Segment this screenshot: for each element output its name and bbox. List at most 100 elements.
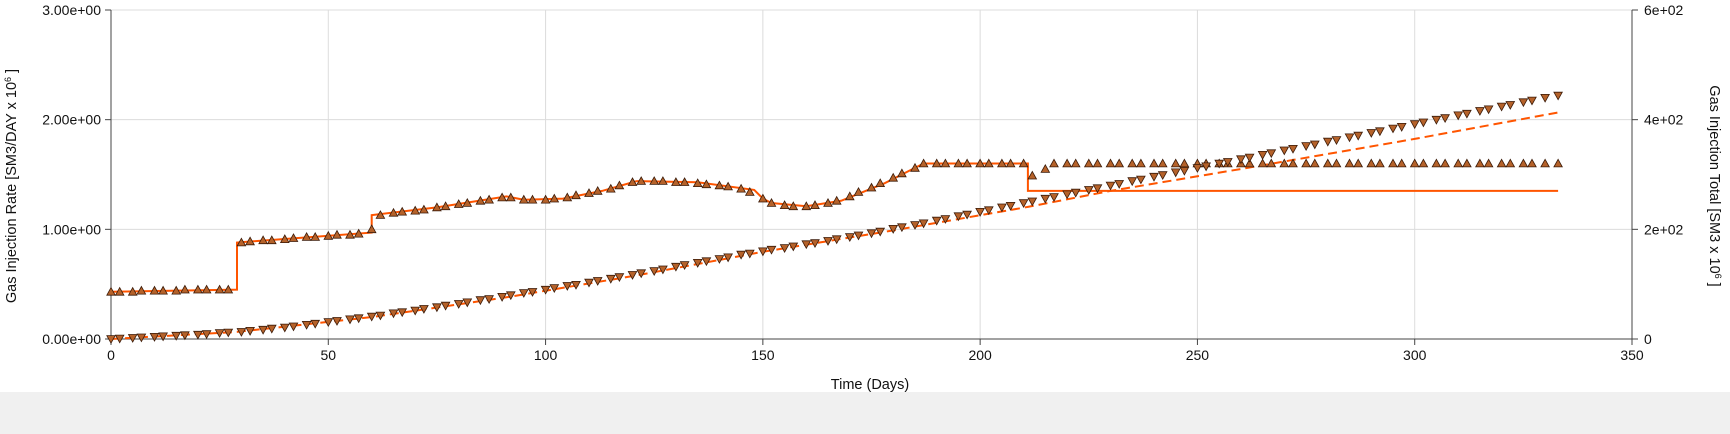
marker-rate_obs: [671, 177, 681, 186]
marker-rate_obs: [658, 176, 668, 185]
marker-rate_obs: [279, 234, 290, 244]
marker-total_obs: [875, 227, 886, 237]
marker-rate_obs: [1366, 158, 1377, 168]
status-bar: [0, 392, 1730, 434]
marker-total_obs: [1288, 144, 1298, 154]
marker-total_obs: [1266, 149, 1277, 159]
y-axis-left-title-end: ]: [4, 69, 20, 77]
marker-total_obs: [266, 324, 277, 334]
marker-total_obs: [475, 296, 486, 306]
marker-rate_obs: [266, 235, 277, 245]
marker-rate_obs: [453, 199, 464, 208]
marker-total_obs: [1440, 114, 1450, 124]
marker-rate_obs: [1431, 158, 1442, 168]
marker-total_obs: [1409, 120, 1420, 130]
marker-rate_obs: [605, 183, 616, 193]
marker-total_obs: [1279, 146, 1290, 156]
marker-rate_obs: [866, 182, 877, 192]
y-axis-right-title-end: ]: [1706, 279, 1722, 287]
y-axis-left-title: Gas Injection Rate [SM3/DAY x 106 ]: [3, 69, 20, 303]
marker-rate_obs: [692, 178, 703, 188]
marker-total_obs: [388, 309, 399, 319]
marker-rate_obs: [788, 201, 799, 211]
marker-rate_obs: [723, 181, 733, 191]
marker-total_obs: [180, 331, 190, 341]
marker-rate_obs: [1040, 163, 1051, 173]
x-tick-label: 150: [751, 347, 775, 363]
marker-rate_obs: [375, 210, 386, 219]
marker-rate_obs: [114, 286, 125, 296]
marker-total_obs: [214, 329, 225, 339]
marker-rate_obs: [1418, 158, 1429, 168]
marker-rate_obs: [940, 158, 951, 168]
marker-total_obs: [1222, 158, 1233, 167]
marker-rate_obs: [475, 195, 486, 205]
marker-rate_obs: [1322, 158, 1333, 168]
marker-rate_obs: [149, 285, 160, 295]
marker-rate_obs: [875, 178, 886, 188]
y-right-tick-label: 0: [1644, 331, 1652, 347]
marker-rate_obs: [323, 230, 334, 240]
marker-rate_obs: [106, 286, 116, 296]
marker-total_obs: [1540, 94, 1550, 103]
marker-rate_obs: [332, 229, 342, 239]
marker-total_obs: [866, 229, 877, 239]
marker-rate_obs: [540, 194, 551, 204]
marker-total_obs: [1366, 129, 1377, 138]
marker-rate_obs: [1409, 158, 1420, 168]
marker-rate_obs: [345, 229, 355, 239]
marker-rate_obs: [1331, 158, 1342, 168]
marker-rate_obs: [1518, 158, 1529, 168]
marker-total_obs: [258, 325, 268, 335]
marker-rate_obs: [1475, 158, 1485, 168]
marker-total_obs: [158, 332, 168, 342]
marker-rate_obs: [1149, 158, 1159, 168]
marker-total_obs: [345, 315, 355, 325]
marker-total_obs: [1462, 109, 1472, 119]
marker-total_obs: [1396, 123, 1407, 132]
x-axis-title: Time (Days): [831, 377, 909, 393]
marker-total_obs: [1092, 184, 1103, 194]
marker-total_obs: [279, 323, 290, 333]
marker-rate_obs: [1462, 158, 1472, 168]
marker-total_obs: [288, 322, 299, 332]
marker-total_obs: [571, 280, 581, 290]
marker-rate_obs: [679, 177, 690, 186]
marker-total_obs: [779, 244, 790, 254]
marker-rate_obs: [1527, 158, 1537, 168]
marker-rate_obs: [888, 172, 899, 182]
marker-rate_obs: [366, 224, 377, 234]
marker-rate_obs: [1049, 158, 1059, 168]
marker-total_obs: [723, 253, 733, 263]
marker-rate_obs: [245, 236, 255, 246]
marker-rate_obs: [1396, 158, 1407, 168]
marker-total_obs: [918, 219, 929, 229]
marker-rate_obs: [214, 284, 225, 294]
marker-rate_obs: [758, 193, 768, 203]
marker-rate_obs: [1266, 158, 1277, 168]
marker-rate_obs: [736, 183, 746, 193]
marker-total_obs: [236, 328, 247, 337]
marker-total_obs: [692, 258, 703, 268]
marker-rate_obs: [844, 191, 855, 201]
marker-rate_obs: [1244, 158, 1255, 168]
marker-total_obs: [1027, 197, 1038, 207]
marker-rate_obs: [592, 185, 603, 195]
marker-rate_obs: [1070, 158, 1081, 168]
marker-total_obs: [549, 284, 560, 294]
marker-total_obs: [1005, 201, 1016, 211]
marker-rate_obs: [527, 194, 538, 204]
marker-total_obs: [853, 231, 864, 241]
marker-rate_obs: [1353, 158, 1364, 168]
marker-rate_obs: [236, 237, 247, 247]
marker-total_obs: [1483, 105, 1494, 115]
marker-total_obs: [1527, 96, 1537, 106]
marker-total_obs: [1157, 171, 1168, 181]
marker-rate_obs: [1083, 158, 1094, 168]
marker-rate_obs: [562, 192, 573, 202]
marker-rate_obs: [953, 158, 964, 168]
y-axis-left-title-exponent: 6: [3, 77, 13, 82]
marker-total_obs: [245, 326, 255, 336]
marker-rate_obs: [636, 176, 647, 185]
marker-total_obs: [658, 265, 668, 275]
